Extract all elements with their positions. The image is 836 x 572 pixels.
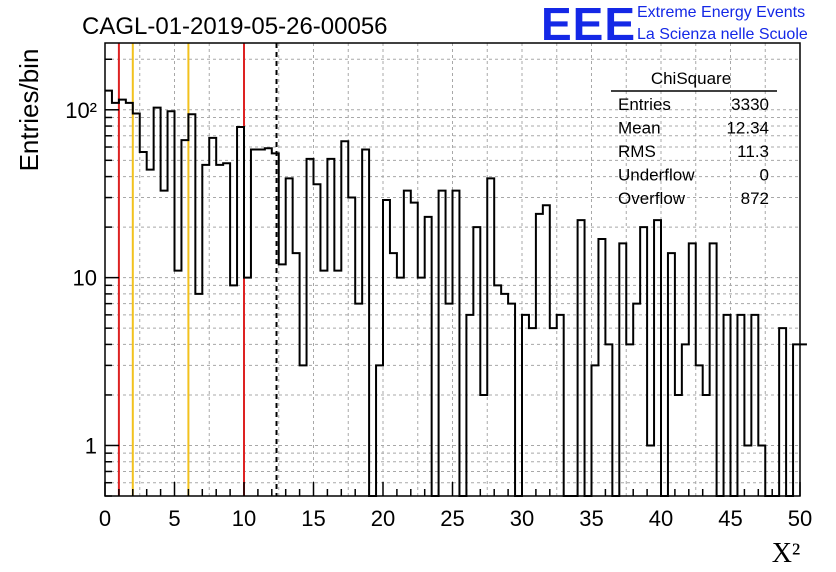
x-tick-label: 30: [510, 506, 534, 531]
y-axis-label: Entries/bin: [14, 49, 44, 172]
stats-value-underflow: 0: [760, 166, 769, 185]
stats-name: ChiSquare: [651, 69, 731, 88]
x-tick-label: 45: [718, 506, 742, 531]
x-tick-label: 50: [788, 506, 812, 531]
x-axis-label: X²: [772, 538, 801, 569]
eee-logo: EEE Extreme Energy Events La Scienza nel…: [541, 0, 808, 50]
x-tick-label: 25: [440, 506, 464, 531]
x-tick-label: 20: [371, 506, 395, 531]
y-tick-label: 10²: [65, 98, 97, 123]
x-tick-label: 15: [301, 506, 325, 531]
x-tick-label: 0: [99, 506, 111, 531]
axis-ticks: [104, 58, 801, 497]
eee-logo-line2: La Scienza nelle Scuole: [637, 26, 808, 43]
stats-value-overflow: 872: [741, 189, 769, 208]
x-tick-label: 10: [232, 506, 256, 531]
eee-logo-mark: EEE: [541, 0, 636, 50]
x-tick-labels: 0 5 10 15 20 25 30 35 40 45 50: [99, 506, 812, 531]
x-tick-label: 5: [168, 506, 180, 531]
stats-label-rms: RMS: [618, 142, 656, 161]
stats-value-entries: 3330: [731, 95, 769, 114]
stats-value-rms: 11.3: [737, 142, 769, 161]
y-tick-label: 10: [73, 266, 97, 291]
histogram-outline: [105, 89, 807, 497]
grid: [105, 43, 800, 496]
eee-logo-line1: Extreme Energy Events: [637, 4, 805, 21]
stats-label-overflow: Overflow: [618, 189, 686, 208]
stats-label-mean: Mean: [618, 119, 661, 138]
stats-rows: Entries 3330 Mean 12.34 RMS 11.3 Underflow 0 Ove…: [618, 95, 769, 208]
x-tick-label: 40: [649, 506, 673, 531]
y-tick-labels: 1 10 10²: [65, 98, 97, 459]
stats-label-entries: Entries: [618, 95, 671, 114]
y-tick-label: 1: [85, 433, 97, 458]
stats-label-underflow: Underflow: [618, 166, 695, 185]
x-tick-label: 35: [579, 506, 603, 531]
stats-value-mean: 12.34: [726, 119, 769, 138]
plot-title: CAGL-01-2019-05-26-00056: [82, 13, 388, 40]
stats-box: ChiSquare Entries 3330 Mean 12.34 RMS 11.3 Und…: [611, 69, 777, 208]
